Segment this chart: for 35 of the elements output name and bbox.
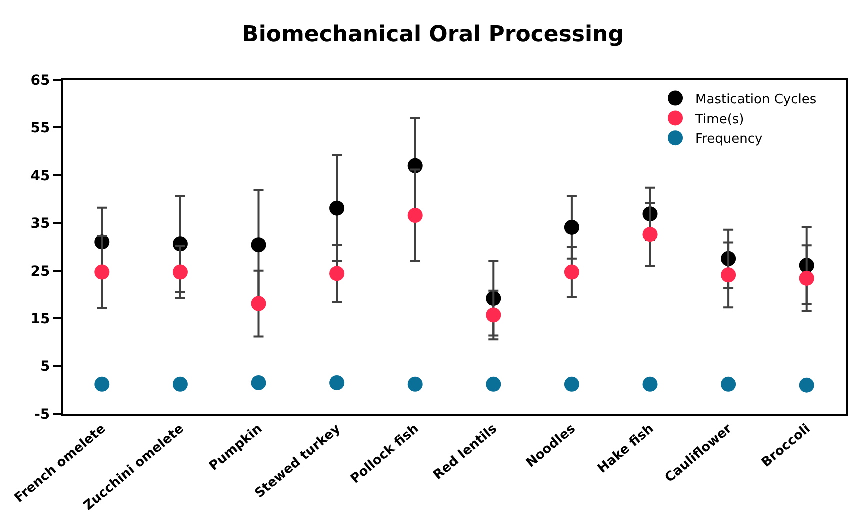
- point: [564, 376, 580, 392]
- point: [251, 296, 266, 312]
- point: [408, 376, 423, 392]
- point: [564, 220, 580, 235]
- point: [330, 200, 345, 216]
- y-tick-label: 35: [30, 216, 50, 232]
- point: [486, 308, 502, 323]
- point: [330, 266, 345, 282]
- point: [172, 264, 188, 280]
- point: [564, 264, 580, 280]
- point: [486, 376, 502, 392]
- y-tick-label: 5: [40, 359, 50, 376]
- y-tick-label: 15: [30, 311, 50, 328]
- point: [799, 270, 814, 286]
- point: [642, 227, 658, 242]
- legend-label: Frequency: [696, 132, 763, 148]
- point: [172, 376, 188, 392]
- point: [721, 268, 736, 283]
- point: [721, 376, 736, 392]
- chart-title: Biomechanical Oral Processing: [242, 22, 624, 48]
- point: [94, 264, 110, 280]
- legend-label: Time(s): [694, 112, 744, 128]
- y-tick-label: 45: [30, 168, 50, 184]
- y-tick-label: 65: [30, 72, 50, 89]
- y-tick-label: -5: [34, 406, 50, 423]
- point: [642, 376, 658, 392]
- y-tick-label: 25: [30, 264, 50, 280]
- point: [799, 378, 814, 393]
- point: [330, 375, 345, 390]
- point: [251, 375, 266, 390]
- point: [94, 376, 110, 392]
- point: [408, 208, 423, 224]
- legend-label: Mastication Cycles: [696, 92, 817, 108]
- y-tick-label: 55: [30, 120, 50, 137]
- point: [251, 238, 266, 253]
